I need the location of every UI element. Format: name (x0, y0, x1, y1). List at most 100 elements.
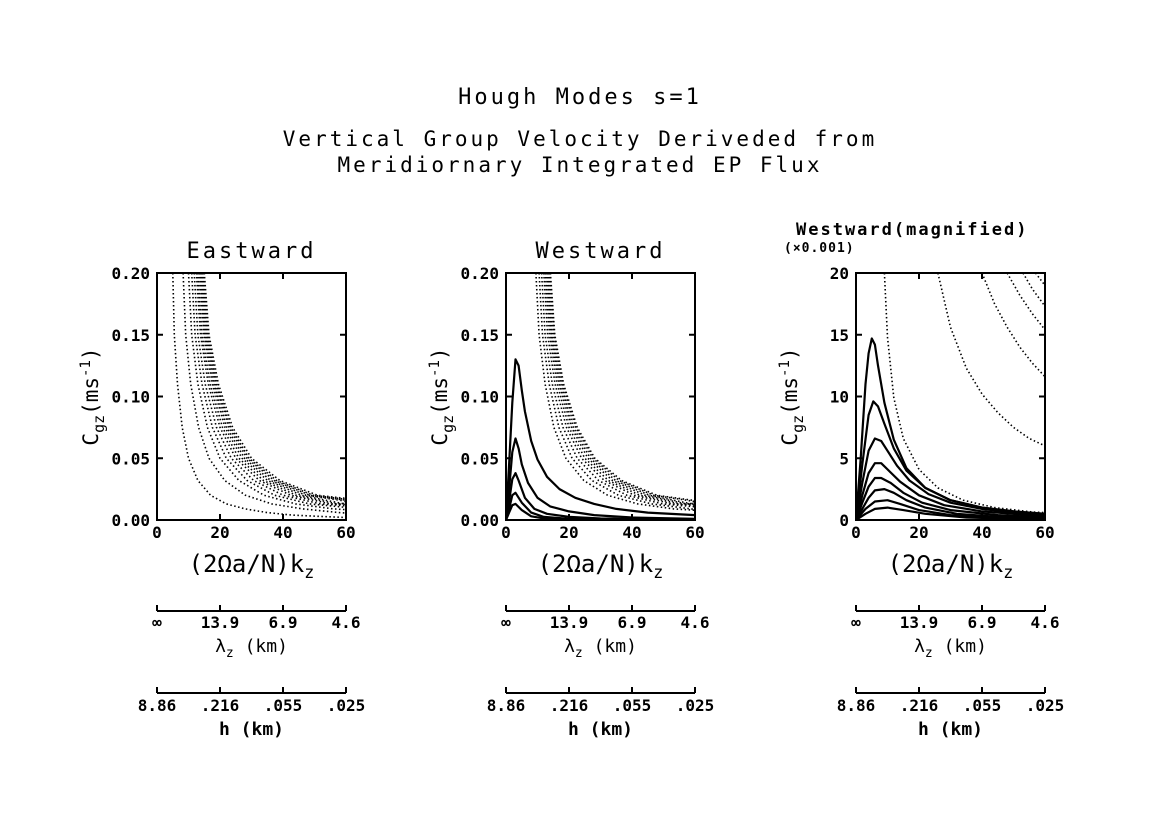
h-scale-tick-label: 8.86 (138, 696, 177, 715)
y-axis-label-group: Cgz(ms-1) (78, 347, 108, 445)
x-tick-label: 40 (273, 523, 292, 542)
h-scale-tick-label: .055 (963, 696, 1002, 715)
h-scale-tick-label: .216 (550, 696, 589, 715)
series-line-10 (937, 273, 1045, 447)
y-tick-label: 0 (839, 511, 849, 530)
series-line-4 (856, 462, 1045, 520)
series-group (172, 273, 346, 519)
h-scale-label: h (km) (918, 719, 983, 740)
lambda-scale-tick-label: 13.9 (201, 613, 240, 632)
h-scale-tick-label: .025 (676, 696, 715, 715)
y-tick-label: 10 (830, 388, 849, 407)
lambda-scale-label: λz (km) (564, 636, 637, 661)
lambda-scale-tick-label: 13.9 (550, 613, 589, 632)
series-line-6 (856, 488, 1045, 520)
y-tick-label: 0.05 (460, 449, 499, 468)
series-line-8 (198, 273, 346, 505)
series-line-5 (193, 273, 346, 507)
chart-panels: Eastward 0.00 0.05 0.10 0.15 0.20 0 20 40 60 (2Ωa/… (78, 220, 1064, 740)
x-tick-label: 20 (559, 523, 578, 542)
y-tick-label: 5 (839, 449, 849, 468)
lambda-scale-tick-label: 6.9 (968, 613, 997, 632)
lambda-scale-tick-label: 4.6 (332, 613, 361, 632)
y-tick-label: 0.20 (460, 264, 499, 283)
series-line-10 (544, 273, 695, 506)
panel-title: Westward (536, 239, 666, 264)
y-tick-label: 0.15 (111, 326, 150, 345)
series-line-11 (546, 273, 695, 505)
x-tick-label: 60 (1035, 523, 1054, 542)
y-tick-label: 0.20 (111, 264, 150, 283)
lambda-scale-tick-label: 4.6 (1031, 613, 1060, 632)
h-scale-tick-label: .055 (613, 696, 652, 715)
h-scale-tick-label: .025 (327, 696, 366, 715)
figure-subtitle-line2: Meridiornary Integrated EP Flux (338, 153, 823, 177)
x-tick-label: 60 (685, 523, 704, 542)
y-axis-label-group: Cgz(ms-1) (427, 347, 457, 445)
figure-subtitle-line1: Vertical Group Velocity Deriveded from (283, 127, 877, 151)
panel-multiplier: (×0.001) (784, 241, 855, 256)
h-scale-tick-label: .216 (201, 696, 240, 715)
lambda-scale-tick-label: ∞ (501, 613, 511, 632)
y-tick-label: 0.15 (460, 326, 499, 345)
x-tick-label: 60 (336, 523, 355, 542)
y-axis-label: Cgz(ms-1) (78, 347, 108, 445)
y-tick-label: 20 (830, 264, 849, 283)
series-line-7 (197, 273, 346, 505)
figure-title: Hough Modes s=1 (458, 85, 702, 110)
lambda-scale-tick-label: 13.9 (900, 613, 939, 632)
x-axis-label: (2Ωa/N)kz (189, 550, 315, 583)
series-line-2 (182, 273, 346, 514)
panel-title: Eastward (187, 239, 317, 264)
y-tick-label: 0.10 (111, 388, 150, 407)
h-scale-tick-label: .055 (264, 696, 303, 715)
series-line-1 (506, 358, 695, 520)
lambda-scale-tick-label: 6.9 (269, 613, 298, 632)
series-line-12 (1006, 273, 1045, 331)
x-tick-label: 40 (972, 523, 991, 542)
x-tick-label: 0 (152, 523, 162, 542)
lambda-scale-tick-label: ∞ (152, 613, 162, 632)
lambda-scale-label: λz (km) (914, 636, 987, 661)
x-tick-label: 0 (501, 523, 511, 542)
series-line-6 (195, 273, 346, 506)
series-line-5 (856, 476, 1045, 520)
h-scale-tick-label: .216 (900, 696, 939, 715)
y-axis-label: Cgz(ms-1) (427, 347, 457, 445)
series-line-2 (856, 400, 1045, 520)
series-line-7 (538, 273, 695, 511)
lambda-scale-tick-label: ∞ (851, 613, 861, 632)
y-tick-label: 0.05 (111, 449, 150, 468)
series-line-2 (506, 437, 695, 520)
plot-frame (505, 272, 696, 521)
panel-title: Westward(magnified) (796, 220, 1028, 240)
y-tick-label: 0.10 (460, 388, 499, 407)
panel-1: Eastward 0.00 0.05 0.10 0.15 0.20 0 20 40 60 (2Ωa/… (78, 239, 365, 740)
series-line-9 (200, 273, 346, 502)
series-line-14 (1034, 273, 1045, 286)
series-line-6 (535, 273, 695, 511)
series-line-13 (1022, 273, 1045, 307)
series-line-3 (187, 273, 346, 511)
series-line-10 (201, 273, 346, 501)
series-line-3 (856, 437, 1045, 520)
h-scale-tick-label: 8.86 (487, 696, 526, 715)
x-tick-label: 20 (210, 523, 229, 542)
h-scale-tick-label: .025 (1026, 696, 1065, 715)
y-axis-label-group: Cgz(ms-1) (777, 347, 807, 445)
y-axis-label: Cgz(ms-1) (777, 347, 807, 445)
series-line-1 (856, 337, 1045, 520)
x-tick-label: 0 (851, 523, 861, 542)
series-group (856, 273, 1045, 520)
series-line-12 (203, 273, 346, 500)
y-tick-label: 0.00 (111, 511, 150, 530)
x-tick-label: 20 (909, 523, 928, 542)
series-line-8 (540, 273, 695, 508)
lambda-scale-tick-label: 4.6 (681, 613, 710, 632)
h-scale-label: h (km) (219, 719, 284, 740)
h-scale-tick-label: 8.86 (837, 696, 876, 715)
lambda-scale-label: λz (km) (215, 636, 288, 661)
x-axis-label: (2Ωa/N)kz (538, 550, 664, 583)
x-tick-label: 40 (622, 523, 641, 542)
